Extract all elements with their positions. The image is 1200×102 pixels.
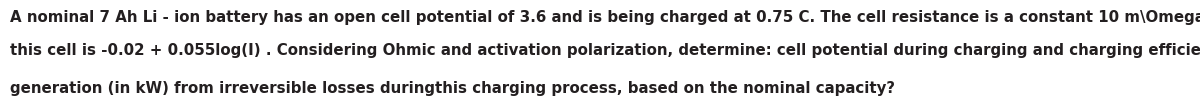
- Text: this cell is -0.02 + 0.055log(I) . Considering Ohmic and activation polarization: this cell is -0.02 + 0.055log(I) . Consi…: [10, 43, 1200, 59]
- Text: generation (in kW) from irreversible losses duringthis charging process, based o: generation (in kW) from irreversible los…: [10, 81, 895, 96]
- Text: A nominal 7 Ah Li - ion battery has an open cell potential of 3.6 and is being c: A nominal 7 Ah Li - ion battery has an o…: [10, 10, 1200, 25]
